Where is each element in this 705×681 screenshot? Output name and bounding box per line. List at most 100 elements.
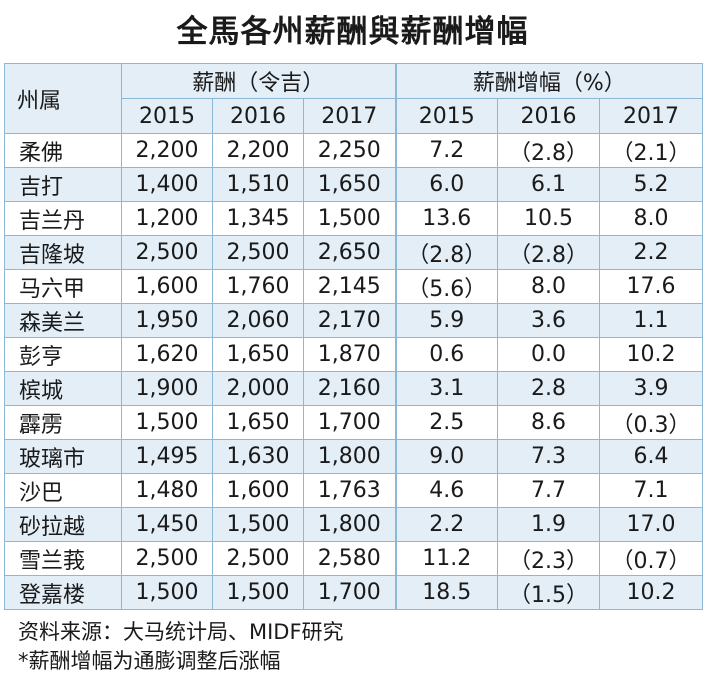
salary-cell: 2,500 [212,541,304,576]
salary-cell: 1,620 [121,337,213,372]
state-name-cell: 槟城 [4,371,122,406]
salary-table: 州属 薪酬（令吉） 薪酬增幅（%） 2015 2016 2017 2015 20… [4,63,704,610]
salary-cell: 1,650 [302,167,397,202]
year-header: 2015 [121,98,213,134]
table-row: 霹雳 1,500 1,650 1,700 2.5 8.6 （0.3） [4,405,704,440]
growth-cell: （5.6） [394,269,499,304]
state-name-cell: 沙巴 [4,473,122,508]
state-name-cell: 彭亨 [4,337,122,372]
salary-cell: 1,500 [121,405,213,440]
growth-cell: 10.2 [599,575,704,610]
growth-cell: 10.5 [497,201,601,236]
salary-cell: 2,200 [121,133,213,168]
table-body: 柔佛 2,200 2,200 2,250 7.2 （2.8） （2.1） 吉打 1,400 1,5… [4,133,704,610]
salary-group-header: 薪酬（令吉） [120,63,397,99]
state-name-cell: 吉隆坡 [4,235,122,270]
salary-cell: 2,500 [212,235,304,270]
salary-cell: 2,500 [121,235,213,270]
year-header: 2017 [302,98,397,134]
table-row: 槟城 1,900 2,000 2,160 3.1 2.8 3.9 [4,371,704,406]
year-header: 2016 [497,98,601,134]
growth-cell: （0.3） [599,405,704,440]
salary-cell: 1,700 [302,405,397,440]
page-title: 全馬各州薪酬與薪酬增幅 [176,14,529,50]
salary-cell: 1,760 [212,269,304,304]
growth-cell: 5.2 [599,167,704,202]
table-row: 沙巴 1,480 1,600 1,763 4.6 7.7 7.1 [4,473,704,508]
growth-cell: 2.8 [497,371,601,406]
table-row: 玻璃市 1,495 1,630 1,800 9.0 7.3 6.4 [4,439,704,474]
year-header: 2016 [212,98,304,134]
salary-cell: 2,170 [302,303,397,338]
salary-cell: 1,345 [212,201,304,236]
growth-cell: 6.0 [394,167,499,202]
table-row: 吉打 1,400 1,510 1,650 6.0 6.1 5.2 [4,167,704,202]
salary-cell: 1,800 [302,507,397,542]
salary-cell: 1,950 [121,303,213,338]
growth-cell: 4.6 [394,473,499,508]
table-row: 砂拉越 1,450 1,500 1,800 2.2 1.9 17.0 [4,507,704,542]
footer: 资料来源：大马统计局、MIDF研究 *薪酬增幅为通膨调整后涨幅 [18,618,344,676]
growth-cell: （2.8） [394,235,499,270]
table-row: 吉隆坡 2,500 2,500 2,650 （2.8） （2.8） 2.2 [4,235,704,270]
growth-cell: 2.2 [599,235,704,270]
salary-cell: 1,500 [212,575,304,610]
growth-cell: 6.4 [599,439,704,474]
growth-cell: （2.1） [599,133,704,168]
salary-cell: 1,763 [302,473,397,508]
table-row: 雪兰莪 2,500 2,500 2,580 11.2 （2.3） （0.7） [4,541,704,576]
growth-group-header: 薪酬增幅（%） [394,63,704,99]
growth-cell: 18.5 [394,575,499,610]
salary-cell: 1,650 [212,405,304,440]
salary-cell: 1,800 [302,439,397,474]
salary-cell: 2,580 [302,541,397,576]
growth-cell: 0.6 [394,337,499,372]
growth-cell: 17.0 [599,507,704,542]
year-header: 2017 [599,98,704,134]
salary-cell: 2,500 [121,541,213,576]
salary-cell: 1,870 [302,337,397,372]
state-name-cell: 吉打 [4,167,122,202]
state-name-cell: 森美兰 [4,303,122,338]
table-row: 登嘉楼 1,500 1,500 1,700 18.5 （1.5） 10.2 [4,575,704,610]
growth-cell: 3.1 [394,371,499,406]
salary-cell: 2,145 [302,269,397,304]
growth-cell: 5.9 [394,303,499,338]
state-name-cell: 砂拉越 [4,507,122,542]
table-row: 彭亨 1,620 1,650 1,870 0.6 0.0 10.2 [4,337,704,372]
growth-cell: 9.0 [394,439,499,474]
salary-cell: 2,060 [212,303,304,338]
salary-cell: 1,500 [212,507,304,542]
salary-cell: 1,600 [212,473,304,508]
growth-cell: 3.9 [599,371,704,406]
table-row: 马六甲 1,600 1,760 2,145 （5.6） 8.0 17.6 [4,269,704,304]
state-name-cell: 玻璃市 [4,439,122,474]
salary-cell: 1,510 [212,167,304,202]
salary-cell: 1,500 [302,201,397,236]
growth-cell: （0.7） [599,541,704,576]
growth-cell: （2.8） [497,235,601,270]
state-name-cell: 登嘉楼 [4,575,122,610]
table-header: 州属 薪酬（令吉） 薪酬增幅（%） 2015 2016 2017 2015 20… [4,63,704,134]
growth-cell: 0.0 [497,337,601,372]
growth-cell: 11.2 [394,541,499,576]
growth-cell: 7.1 [599,473,704,508]
state-name-cell: 马六甲 [4,269,122,304]
growth-cell: 1.9 [497,507,601,542]
salary-cell: 1,900 [121,371,213,406]
growth-cell: 13.6 [394,201,499,236]
growth-cell: 17.6 [599,269,704,304]
state-name-cell: 柔佛 [4,133,122,168]
growth-cell: 2.2 [394,507,499,542]
salary-cell: 1,600 [121,269,213,304]
table-row: 森美兰 1,950 2,060 2,170 5.9 3.6 1.1 [4,303,704,338]
state-name-cell: 霹雳 [4,405,122,440]
salary-cell: 1,400 [121,167,213,202]
salary-cell: 1,480 [121,473,213,508]
salary-cell: 1,630 [212,439,304,474]
year-header: 2015 [394,98,499,134]
salary-cell: 2,000 [212,371,304,406]
growth-cell: 2.5 [394,405,499,440]
growth-cell: 3.6 [497,303,601,338]
growth-cell: 8.0 [599,201,704,236]
